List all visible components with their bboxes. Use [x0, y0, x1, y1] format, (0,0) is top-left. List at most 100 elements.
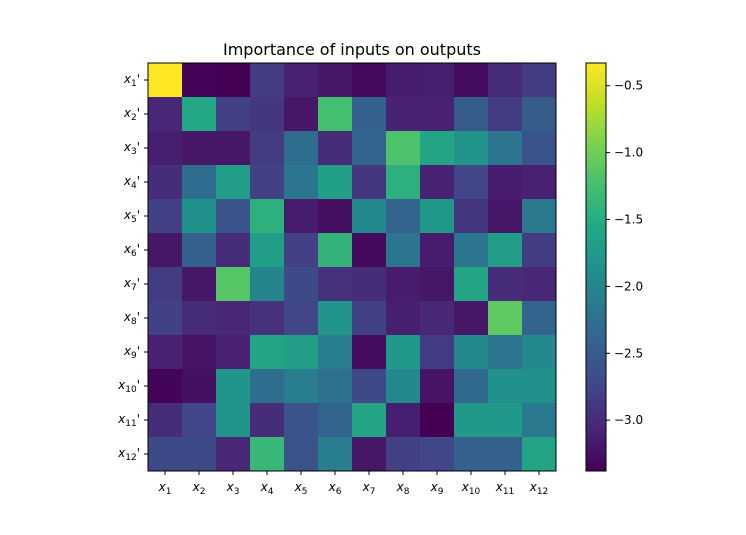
- heatmap-cell: [352, 63, 387, 98]
- colorbar-axis: −0.5 −1.0 −1.5 −2.0 −2.5 −3.0: [606, 79, 643, 427]
- heatmap-cell: [284, 97, 319, 132]
- heatmap-cell: [318, 301, 353, 336]
- heatmap-cell: [318, 97, 353, 132]
- heatmap-cell: [420, 199, 455, 234]
- heatmap-cell: [352, 97, 387, 132]
- x-tick-label: x1: [158, 480, 172, 497]
- heatmap-cell: [250, 369, 285, 404]
- heatmap-cell: [522, 233, 557, 268]
- heatmap-cell: [284, 63, 319, 98]
- heatmap-cell: [386, 165, 421, 200]
- heatmap-cell: [386, 369, 421, 404]
- heatmap-cell: [148, 267, 183, 302]
- colorbar-tick-label: −1.0: [614, 146, 643, 160]
- heatmap-cell: [216, 199, 251, 234]
- heatmap-cell: [420, 335, 455, 370]
- heatmap-cell: [454, 369, 489, 404]
- heatmap-cell: [386, 403, 421, 438]
- heatmap-cell: [454, 403, 489, 438]
- heatmap-cell: [522, 437, 557, 472]
- heatmap-cell: [250, 233, 285, 268]
- heatmap-cell: [250, 403, 285, 438]
- heatmap-cell: [522, 267, 557, 302]
- heatmap-cell: [454, 437, 489, 472]
- heatmap-cell: [318, 335, 353, 370]
- heatmap-cell: [284, 335, 319, 370]
- y-tick-label: x5': [123, 208, 140, 225]
- heatmap-cell: [148, 131, 183, 166]
- heatmap-cell: [284, 403, 319, 438]
- heatmap-cell: [250, 63, 285, 98]
- heatmap-cell: [318, 165, 353, 200]
- y-tick-label: x7': [123, 276, 140, 293]
- plot-frame: [147, 62, 557, 472]
- y-tick-label: x8': [123, 310, 140, 327]
- heatmap-cell: [182, 199, 217, 234]
- heatmap-cell: [216, 301, 251, 336]
- colorbar-tick-label: −0.5: [614, 79, 643, 93]
- heatmap-cell: [420, 267, 455, 302]
- x-tick-label: x2: [192, 480, 206, 497]
- y-tick-label: x6': [123, 242, 140, 259]
- heatmap-cell: [420, 369, 455, 404]
- y-tick-label: x3': [123, 140, 140, 157]
- heatmap-cell: [284, 301, 319, 336]
- heatmap-cell: [216, 131, 251, 166]
- heatmap-cell: [216, 63, 251, 98]
- heatmap-cell: [318, 437, 353, 472]
- heatmap-cell: [488, 199, 523, 234]
- heatmap-cell: [148, 437, 183, 472]
- heatmap-cell: [148, 301, 183, 336]
- y-tick-label: x9': [123, 344, 140, 361]
- chart-title: Importance of inputs on outputs: [223, 40, 481, 59]
- heatmap-cell: [488, 403, 523, 438]
- heatmap-cell: [386, 131, 421, 166]
- heatmap-cell: [216, 335, 251, 370]
- colorbar: [585, 62, 607, 472]
- heatmap-cell: [420, 301, 455, 336]
- heatmap-cell: [488, 63, 523, 98]
- y-tick-label: x4': [123, 174, 140, 191]
- heatmap-cell: [182, 233, 217, 268]
- heatmap-cell: [250, 267, 285, 302]
- heatmap-cell: [522, 165, 557, 200]
- heatmap-cell: [284, 437, 319, 472]
- heatmap-cell: [182, 301, 217, 336]
- heatmap-cell: [352, 131, 387, 166]
- heatmap-cell: [318, 131, 353, 166]
- heatmap-cell: [182, 131, 217, 166]
- heatmap-cell: [250, 301, 285, 336]
- heatmap-cell: [522, 131, 557, 166]
- y-tick-label: x1': [123, 72, 140, 89]
- y-tick-label: x10': [117, 378, 140, 395]
- heatmap-cell: [216, 233, 251, 268]
- y-tick-label: x12': [117, 446, 140, 463]
- heatmap-cell: [182, 403, 217, 438]
- x-tick-label: x8: [396, 480, 410, 497]
- heatmap-cell: [522, 369, 557, 404]
- x-tick-label: x5: [294, 480, 308, 497]
- heatmap-cell: [488, 97, 523, 132]
- heatmap-cell: [318, 369, 353, 404]
- heatmap-cell: [386, 233, 421, 268]
- heatmap-cell: [284, 267, 319, 302]
- x-tick-label: x6: [328, 480, 342, 497]
- y-tick-label: x11': [117, 412, 140, 429]
- heatmap-cell: [386, 97, 421, 132]
- heatmap-cell: [352, 199, 387, 234]
- heatmap-cell: [250, 437, 285, 472]
- heatmap-cell: [522, 97, 557, 132]
- heatmap-cell: [216, 97, 251, 132]
- heatmap-cell: [318, 267, 353, 302]
- heatmap-cell: [352, 335, 387, 370]
- heatmap-cell: [182, 63, 217, 98]
- heatmap-cell: [454, 131, 489, 166]
- heatmap-cell: [318, 403, 353, 438]
- y-tick-label: x2': [123, 106, 140, 123]
- heatmap-cell: [488, 131, 523, 166]
- heatmap-cell: [420, 437, 455, 472]
- heatmap-cell: [148, 335, 183, 370]
- heatmap-cell: [284, 369, 319, 404]
- heatmap-cell: [250, 97, 285, 132]
